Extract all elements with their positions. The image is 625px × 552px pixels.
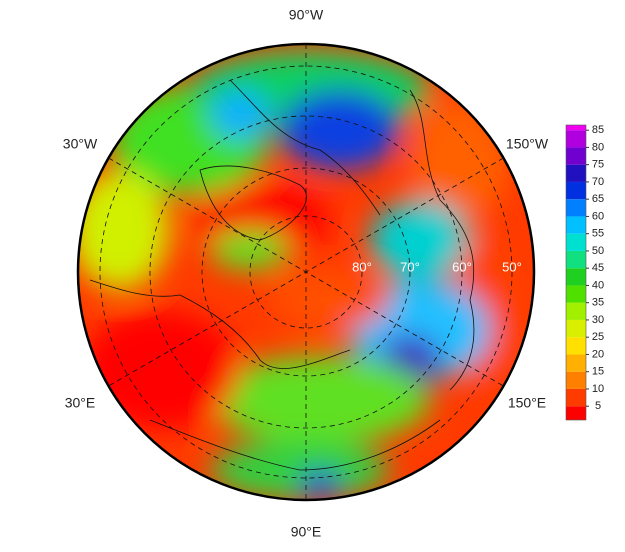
latitude-label: 70° [400, 259, 420, 274]
map-field [78, 44, 534, 500]
colorbar-tick-label: 20 [592, 348, 604, 360]
colorbar-segment [566, 285, 586, 303]
colorbar-tick-label: 5 [595, 400, 601, 412]
colorbar-segment [566, 388, 586, 407]
colorbar-tick-label: 25 [592, 331, 604, 343]
colorbar-tick-label: 60 [592, 210, 604, 222]
meridian-line [108, 157, 504, 387]
colorbar-tick-label: 30 [592, 314, 604, 326]
colorbar-segment [566, 216, 586, 234]
latitude-label: 60° [452, 259, 472, 274]
latitude-label: 50° [502, 259, 522, 274]
colorbar-tick-label: 40 [592, 279, 604, 291]
coastlines [89, 79, 475, 471]
meridian-label: 90°E [291, 524, 322, 540]
latitude-circle [149, 115, 463, 429]
colorbar-segment [566, 147, 586, 165]
latitude-circle [99, 65, 513, 479]
latitude-circle [201, 167, 411, 377]
colorbar-segment [566, 125, 586, 131]
colorbar-frame [565, 124, 587, 421]
colorbar-tick-label: 10 [592, 383, 604, 395]
colorbar-segment [566, 337, 586, 355]
colorbar-tick-label: 15 [592, 366, 604, 378]
colorbar-segment [566, 130, 586, 148]
colorbar-segment [566, 406, 586, 420]
colorbar-segment [566, 319, 586, 338]
graticule [99, 44, 513, 500]
colorbar-segment [566, 250, 586, 269]
colorbar-tick-label: 65 [592, 193, 604, 205]
colorbar-tick-label: 45 [592, 262, 604, 274]
meridian-label: 150°E [508, 395, 546, 411]
latitude-label: 80° [352, 259, 372, 274]
meridian-label: 30°W [63, 136, 98, 152]
colorbar-tick-label: 75 [592, 159, 604, 171]
colorbar-tick-label: 35 [592, 297, 604, 309]
meridian-label: 90°W [289, 7, 324, 23]
colorbar-segment [566, 199, 586, 217]
colorbar-tick-label: 80 [592, 141, 604, 153]
colorbar-segment [566, 181, 586, 200]
colorbar-tick-label: 85 [592, 124, 604, 136]
colorbar-segment [566, 302, 586, 320]
colorbar-tick-label: 70 [592, 176, 604, 188]
meridian-label: 150°W [506, 136, 549, 152]
colorbar-segment [566, 233, 586, 251]
meridian-label: 30°E [65, 395, 96, 411]
colorbar-segment [566, 354, 586, 372]
colorbar-tick-label: 55 [592, 228, 604, 240]
colorbar-segment [566, 268, 586, 286]
colorbar-segment [566, 371, 586, 389]
colorbar-segment [566, 164, 586, 182]
colorbar-tick-label: 50 [592, 245, 604, 257]
